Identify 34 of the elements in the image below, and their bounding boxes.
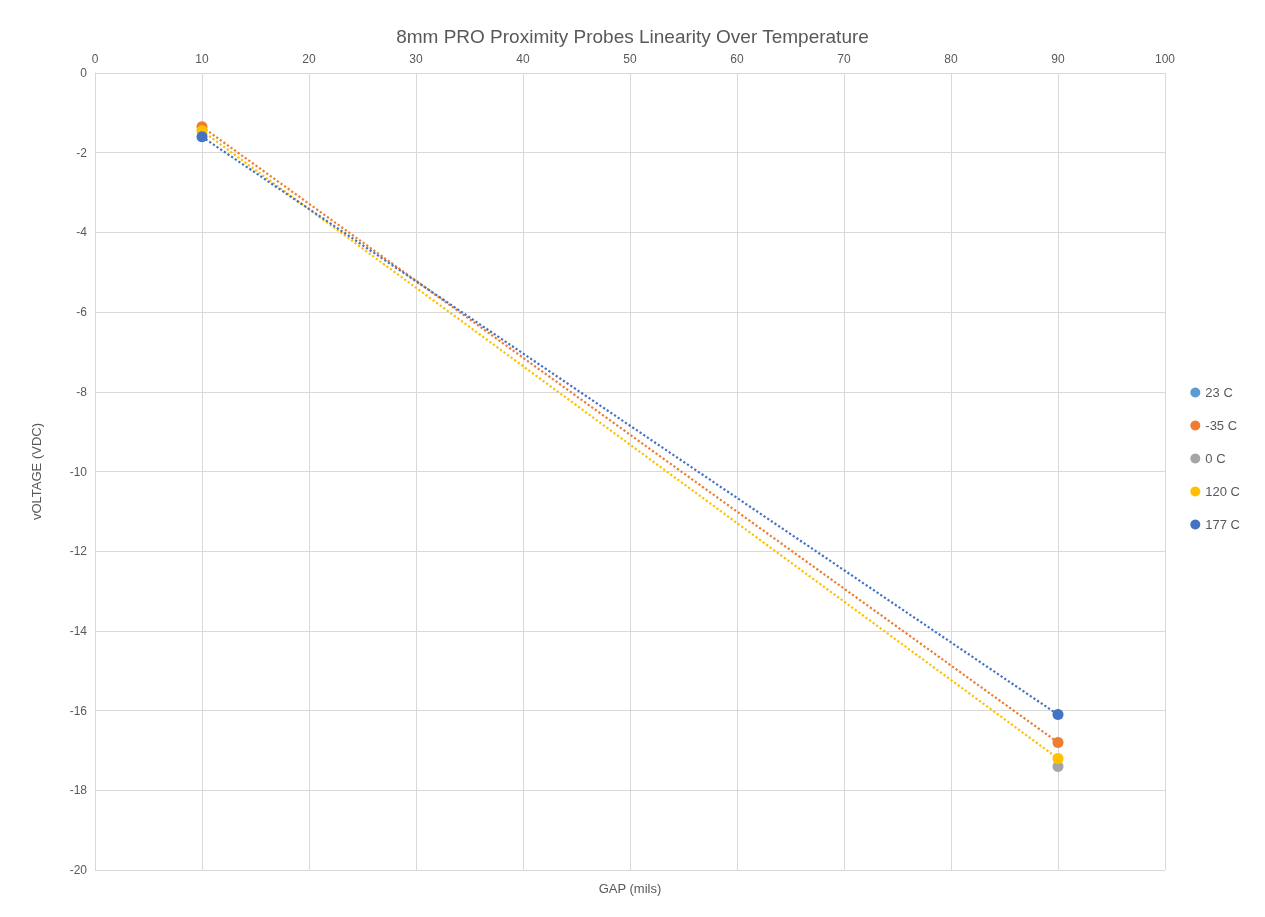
x-tick-label: 90 [1051, 52, 1065, 66]
y-axis-title: vOLTAGE (VDC) [29, 422, 44, 521]
legend-label: 23 C [1205, 385, 1233, 400]
y-tick-label: -10 [69, 464, 88, 479]
y-tick-label: 0 [80, 66, 88, 80]
x-tick-label: 50 [623, 52, 637, 66]
x-axis-title: GAP (mils) [598, 880, 662, 896]
point [1052, 752, 1064, 764]
y-tick-label: -14 [69, 623, 88, 638]
x-tick-label: 60 [730, 52, 744, 66]
y-tick-label: -8 [76, 384, 88, 399]
x-tick-label: 30 [409, 52, 423, 66]
x-tick-label: 80 [944, 52, 958, 66]
x-tick-label: 100 [1154, 52, 1176, 66]
point [1052, 736, 1064, 748]
y-tick-label: -6 [76, 305, 88, 320]
legend-label: 177 C [1205, 517, 1241, 532]
chart-title: 8mm PRO Proximity Probes Linearity Over Temperature [396, 26, 869, 47]
y-tick-label: -18 [69, 783, 88, 798]
point [1052, 709, 1064, 721]
y-tick-label: -20 [69, 863, 88, 877]
x-tick-label: 0 [91, 52, 99, 66]
x-tick-label: 40 [516, 52, 530, 66]
legend-label: 120 C [1205, 484, 1241, 499]
x-tick-label: 20 [302, 52, 316, 66]
y-tick-label: -2 [76, 145, 88, 160]
y-tick-label: -16 [69, 703, 88, 718]
point [196, 131, 208, 143]
legend-label: -35 C [1205, 418, 1238, 433]
x-tick-label: 70 [837, 52, 851, 66]
y-tick-label: -4 [76, 225, 88, 240]
y-tick-label: -12 [69, 544, 88, 559]
legend-label: 0 C [1205, 451, 1226, 466]
x-tick-label: 10 [195, 52, 209, 66]
